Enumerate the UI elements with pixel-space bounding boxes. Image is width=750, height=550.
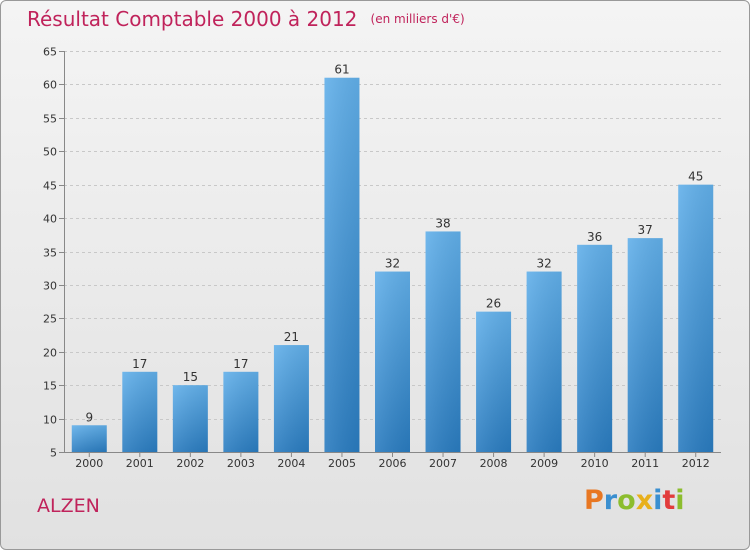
value-label-2006: 32	[385, 257, 400, 271]
bar-shade-2003	[223, 371, 259, 452]
bar-shade-2000	[71, 425, 107, 452]
x-tick-label-2007: 2007	[429, 457, 457, 470]
value-label-2000: 9	[85, 410, 93, 424]
x-tick-label-2008: 2008	[480, 457, 508, 470]
x-tick-label-2005: 2005	[328, 457, 356, 470]
value-label-2007: 38	[435, 216, 450, 230]
chart-title: Résultat Comptable 2000 à 2012 (en milli…	[27, 7, 465, 31]
value-label-2005: 61	[334, 63, 349, 77]
x-tick-label-2012: 2012	[682, 457, 710, 470]
x-tick-label-2003: 2003	[227, 457, 255, 470]
bar-shade-2012	[678, 184, 714, 452]
y-tick-label: 60	[43, 79, 57, 92]
chart-title-main: Résultat Comptable 2000 à 2012	[27, 7, 358, 31]
logo-letter: o	[617, 485, 636, 516]
y-tick-label: 15	[43, 380, 57, 393]
bars	[71, 77, 714, 452]
y-tick-label: 30	[43, 280, 57, 293]
x-tick-label-2010: 2010	[581, 457, 609, 470]
bar-shade-2002	[172, 385, 208, 452]
proxiti-logo: Proxiti	[584, 485, 685, 516]
x-tick-label-2011: 2011	[631, 457, 659, 470]
value-label-2008: 26	[486, 297, 501, 311]
y-tick-label: 25	[43, 313, 57, 326]
logo-letter: t	[662, 485, 676, 516]
value-label-2002: 15	[183, 370, 198, 384]
x-tick-label-2009: 2009	[530, 457, 558, 470]
axes	[59, 51, 721, 457]
x-tick-label-2006: 2006	[379, 457, 407, 470]
bar-shade-2008	[476, 311, 512, 452]
logo-letter: r	[603, 485, 618, 516]
logo-letter: P	[584, 485, 604, 516]
bar-shade-2001	[122, 371, 158, 452]
bar-shade-2009	[526, 271, 562, 452]
y-tick-label: 10	[43, 414, 57, 427]
y-tick-label: 40	[43, 213, 57, 226]
y-tick-label: 45	[43, 180, 57, 193]
value-label-2003: 17	[233, 357, 248, 371]
bar-shade-2007	[425, 231, 461, 452]
y-tick-label: 20	[43, 347, 57, 360]
value-label-2001: 17	[132, 357, 147, 371]
bar-shade-2011	[627, 238, 663, 452]
bar-shade-2006	[375, 271, 410, 452]
y-tick-label: 5	[50, 447, 57, 460]
chart-title-unit: (en milliers d'€)	[370, 12, 465, 26]
labels: 5 10 15 20 25 30 35 40 45 50 55 60 65 9 2000 17 2001 15 20…	[43, 46, 710, 471]
value-label-2011: 37	[638, 223, 653, 237]
logo-letter: i	[653, 485, 663, 516]
y-tick-label: 50	[43, 146, 57, 159]
value-label-2012: 45	[688, 170, 703, 184]
x-tick-label-2004: 2004	[277, 457, 305, 470]
value-label-2004: 21	[284, 330, 299, 344]
y-tick-label: 35	[43, 247, 57, 260]
value-label-2009: 32	[536, 257, 551, 271]
y-tick-label: 55	[43, 113, 57, 126]
logo-letter: x	[635, 485, 654, 516]
x-tick-label-2000: 2000	[75, 457, 103, 470]
y-tick-label: 65	[43, 46, 57, 59]
bar-shade-2005	[324, 77, 360, 452]
location-name: ALZEN	[37, 495, 100, 517]
x-tick-label-2002: 2002	[176, 457, 204, 470]
x-tick-label-2001: 2001	[126, 457, 154, 470]
value-label-2010: 36	[587, 230, 602, 244]
logo-letter: i	[675, 485, 685, 516]
bar-shade-2010	[577, 244, 613, 452]
bar-shade-2004	[273, 345, 309, 452]
